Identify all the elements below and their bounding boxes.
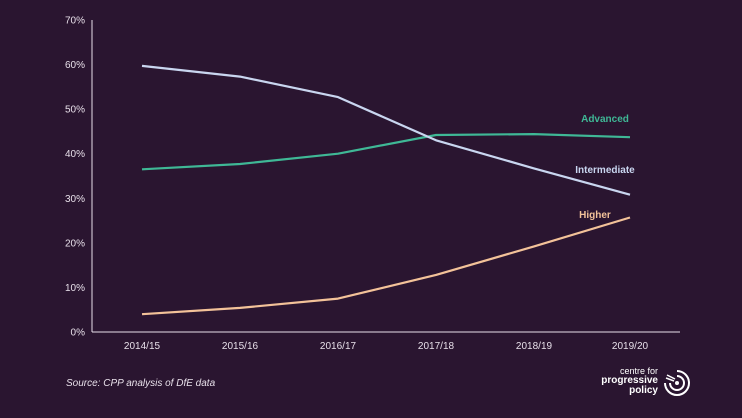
logo-text: centre for progressive policy bbox=[601, 366, 658, 396]
cpp-logo: centre for progressive policy bbox=[596, 366, 696, 406]
x-tick-label: 2014/15 bbox=[124, 341, 161, 352]
x-tick-label: 2016/17 bbox=[320, 341, 357, 352]
x-tick-label: 2015/16 bbox=[222, 341, 259, 352]
chart-axes bbox=[91, 20, 680, 333]
logo-line-3: policy bbox=[629, 385, 658, 396]
x-tick-label: 2017/18 bbox=[418, 341, 455, 352]
y-tick-label: 0% bbox=[71, 328, 86, 339]
y-tick-label: 20% bbox=[65, 238, 85, 249]
y-tick-labels: 0% 10% 20% 30% 40% 50% 60% 70% bbox=[65, 16, 85, 339]
source-note: Source: CPP analysis of DfE data bbox=[66, 378, 216, 389]
y-tick-label: 60% bbox=[65, 60, 85, 71]
series-labels: Advanced Intermediate Higher bbox=[575, 114, 635, 221]
series-line-intermediate bbox=[141, 64, 631, 196]
x-tick-label: 2019/20 bbox=[612, 341, 649, 352]
y-tick-label: 30% bbox=[65, 194, 85, 205]
series-line-advanced bbox=[141, 133, 631, 171]
logo-line-2: progressive bbox=[601, 375, 658, 386]
y-tick-label: 10% bbox=[65, 283, 85, 294]
y-tick-label: 50% bbox=[65, 105, 85, 116]
y-tick-label: 70% bbox=[65, 16, 85, 27]
series-lines bbox=[141, 64, 631, 316]
y-tick-label: 40% bbox=[65, 149, 85, 160]
series-line-higher bbox=[141, 216, 631, 316]
swirl-icon bbox=[664, 370, 690, 396]
series-label-higher: Higher bbox=[579, 210, 611, 221]
series-label-advanced: Advanced bbox=[581, 114, 629, 125]
x-tick-label: 2018/19 bbox=[516, 341, 553, 352]
series-label-intermediate: Intermediate bbox=[575, 165, 635, 176]
x-tick-labels: 2014/15 2015/16 2016/17 2017/18 2018/19 2019/… bbox=[124, 341, 649, 352]
logo-line-1: centre for bbox=[619, 366, 658, 376]
